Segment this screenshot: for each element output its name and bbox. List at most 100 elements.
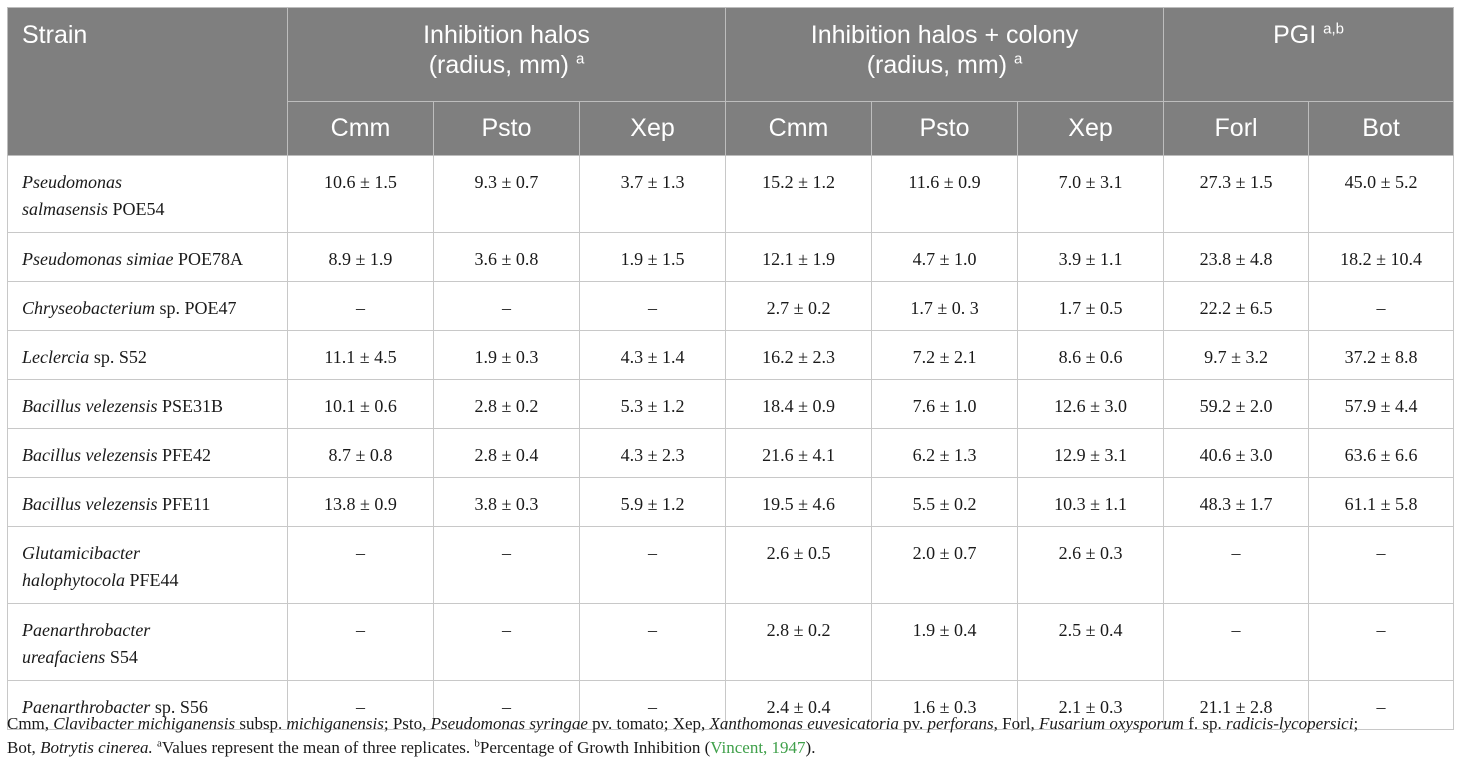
strain-id: sp. S52 bbox=[89, 347, 147, 367]
value-cell: 2.8 ± 0.4 bbox=[433, 428, 580, 478]
strain-species: Pseudomonas simiae bbox=[22, 249, 174, 269]
strain-species: Bacillus velezensis bbox=[22, 445, 158, 465]
value-cell: 3.7 ± 1.3 bbox=[578, 155, 727, 233]
value-cell: – bbox=[1308, 281, 1455, 331]
value-cell: 13.8 ± 0.9 bbox=[287, 477, 434, 527]
subheader-cmm-colony: Cmm bbox=[725, 101, 873, 156]
table-row: Paenarthrobacter ureafaciens S54– – –2.8 ± … bbox=[7, 603, 1455, 681]
value-cell: 1.7 ± 0. 3 bbox=[871, 281, 1019, 331]
value-cell: 9.3 ± 0.7 bbox=[433, 155, 580, 233]
strain-cell: Paenarthrobacter ureafaciens S54 bbox=[7, 603, 288, 681]
value-cell: 2.5 ± 0.4 bbox=[1017, 603, 1165, 681]
footnote-mark-b: b bbox=[474, 737, 480, 750]
value-cell: – bbox=[1308, 526, 1455, 604]
value-cell: 3.6 ± 0.8 bbox=[433, 232, 580, 282]
value-cell: – bbox=[578, 281, 727, 331]
value-cell: 2.4 ± 0.4 bbox=[725, 680, 873, 730]
value-cell: – bbox=[1163, 526, 1310, 604]
strain-id: POE78A bbox=[173, 249, 244, 269]
value-cell: 61.1 ± 5.8 bbox=[1308, 477, 1455, 527]
value-cell: 4.3 ± 1.4 bbox=[578, 330, 727, 380]
strain-species: Bacillus velezensis bbox=[22, 396, 158, 416]
strain-cell: Pseudomonas salmasensis POE54 bbox=[7, 155, 288, 233]
note-italic: Botrytis cinerea. bbox=[40, 738, 153, 757]
value-cell: 11.6 ± 0.9 bbox=[871, 155, 1019, 233]
strain-id: PFE11 bbox=[157, 494, 211, 514]
value-cell: – bbox=[578, 680, 727, 730]
note-text: ; bbox=[1353, 714, 1359, 733]
subheader-psto: Psto bbox=[433, 101, 580, 156]
note-text: subsp. bbox=[235, 714, 287, 733]
value-cell: 27.3 ± 1.5 bbox=[1163, 155, 1310, 233]
strain-cell: Glutamicibacter halophytocola PFE44 bbox=[7, 526, 288, 604]
group2-title: Inhibition halos + colony bbox=[810, 21, 1079, 49]
value-cell: 2.8 ± 0.2 bbox=[433, 379, 580, 429]
table-row: Bacillus velezensis PSE31B 10.1 ± 0.6 2.8 … bbox=[7, 379, 1455, 429]
value-cell: 37.2 ± 8.8 bbox=[1308, 330, 1455, 380]
note-italic: Fusarium oxysporum bbox=[1038, 714, 1184, 733]
value-cell: 2.0 ± 0.7 bbox=[871, 526, 1019, 604]
pgi-header: PGI a,b bbox=[1163, 7, 1455, 102]
subheader-forl: Forl bbox=[1163, 101, 1310, 156]
note-italic: perforans bbox=[927, 714, 994, 733]
strain-species-line2: halophytocola bbox=[22, 570, 125, 590]
footnote-mark-a: a bbox=[157, 737, 162, 750]
table-header: Strain Inhibition halos (radius, mm) a I… bbox=[7, 7, 1455, 156]
subheader-psto-colony: Psto bbox=[871, 101, 1019, 156]
value-cell: 18.4 ± 0.9 bbox=[725, 379, 873, 429]
strain-species-line2: salmasensis bbox=[22, 199, 109, 219]
value-cell: – bbox=[433, 281, 580, 331]
group1-footnote-mark: a bbox=[575, 50, 585, 68]
value-cell: 12.9 ± 3.1 bbox=[1017, 428, 1165, 478]
value-cell: – bbox=[1308, 680, 1455, 730]
value-cell: 7.2 ± 2.1 bbox=[871, 330, 1019, 380]
note-text: f. sp. bbox=[1183, 714, 1226, 733]
value-cell: 8.6 ± 0.6 bbox=[1017, 330, 1165, 380]
strain-species: Paenarthrobacter bbox=[22, 620, 151, 640]
strain-cell: Bacillus velezensis PFE11 bbox=[7, 477, 288, 527]
table-row: Pseudomonas simiae POE78A 8.9 ± 1.9 3.6 ± … bbox=[7, 232, 1455, 282]
value-cell: 8.7 ± 0.8 bbox=[287, 428, 434, 478]
strain-id: S54 bbox=[105, 647, 138, 667]
strain-cell: Pseudomonas simiae POE78A bbox=[7, 232, 288, 282]
value-cell: 9.7 ± 3.2 bbox=[1163, 330, 1310, 380]
note-italic: michiganensis bbox=[286, 714, 384, 733]
value-cell: 2.6 ± 0.5 bbox=[725, 526, 873, 604]
value-cell: 16.2 ± 2.3 bbox=[725, 330, 873, 380]
table-row: Paenarthrobacter sp. S56– – –2.4 ± 0.4 1.6 … bbox=[7, 680, 1455, 730]
strain-species: Bacillus velezensis bbox=[22, 494, 158, 514]
value-cell: 2.1 ± 0.3 bbox=[1017, 680, 1165, 730]
table-footnote: Cmm, Clavibacter michiganensis subsp. mi… bbox=[7, 712, 1455, 760]
value-cell: 22.2 ± 6.5 bbox=[1163, 281, 1310, 331]
subheader-cmm: Cmm bbox=[287, 101, 434, 156]
strain-species-line2: ureafaciens bbox=[22, 647, 106, 667]
citation-link[interactable]: Vincent, 1947 bbox=[710, 738, 806, 757]
value-cell: 2.6 ± 0.3 bbox=[1017, 526, 1165, 604]
note-italic: Xanthomonas euvesicatoria bbox=[709, 714, 899, 733]
strain-cell: Leclercia sp. S52 bbox=[7, 330, 288, 380]
value-cell: 2.7 ± 0.2 bbox=[725, 281, 873, 331]
value-cell: – bbox=[287, 603, 434, 681]
value-cell: 15.2 ± 1.2 bbox=[725, 155, 873, 233]
inhibition-halos-header: Inhibition halos (radius, mm) a bbox=[286, 7, 727, 102]
value-cell: – bbox=[578, 603, 727, 681]
value-cell: 6.2 ± 1.3 bbox=[871, 428, 1019, 478]
group2-footnote-mark: a bbox=[1013, 50, 1023, 68]
group3-title: PGI bbox=[1273, 21, 1317, 49]
value-cell: 45.0 ± 5.2 bbox=[1308, 155, 1455, 233]
value-cell: – bbox=[287, 526, 434, 604]
group3-footnote-mark: a,b bbox=[1323, 20, 1344, 38]
inhibition-halos-colony-header: Inhibition halos + colony (radius, mm) a bbox=[725, 7, 1165, 102]
value-cell: 5.5 ± 0.2 bbox=[871, 477, 1019, 527]
strain-species: Glutamicibacter bbox=[22, 543, 140, 563]
value-cell: – bbox=[433, 603, 580, 681]
value-cell: 7.0 ± 3.1 bbox=[1017, 155, 1165, 233]
value-cell: – bbox=[287, 281, 434, 331]
value-cell: 21.6 ± 4.1 bbox=[725, 428, 873, 478]
strain-species: Paenarthrobacter bbox=[22, 697, 151, 717]
table-row: Pseudomonas salmasensis POE54 10.6 ± 1.5 9.… bbox=[7, 155, 1455, 233]
value-cell: 19.5 ± 4.6 bbox=[725, 477, 873, 527]
value-cell: 1.6 ± 0.3 bbox=[871, 680, 1019, 730]
note-text: ). bbox=[805, 738, 816, 757]
strain-cell: Paenarthrobacter sp. S56 bbox=[7, 680, 288, 730]
